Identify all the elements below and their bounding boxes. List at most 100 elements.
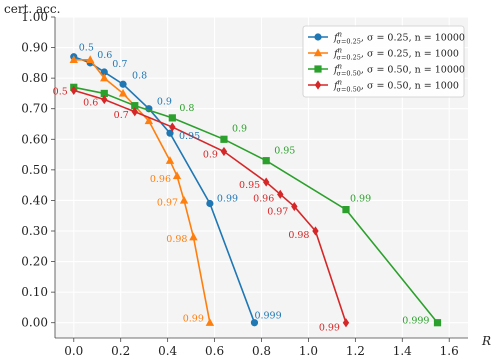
legend-label-sub: σ=0.50 (337, 86, 361, 94)
x-tick-label: 0.2 (111, 344, 130, 358)
data-point (206, 199, 214, 208)
data-point (85, 55, 95, 63)
data-point (118, 88, 128, 97)
series-2 (69, 55, 215, 326)
legend-marker (313, 48, 323, 57)
legend-label-sup: n (338, 31, 343, 39)
legend-marker (314, 80, 322, 90)
y-tick-label: 0.70 (21, 102, 48, 116)
point-label: 0.99 (350, 194, 371, 205)
data-point (101, 94, 108, 105)
legend-label-rest: , σ = 0.25, n = 10000 (361, 33, 465, 44)
point-label: 0.7 (112, 59, 127, 70)
data-point (100, 89, 108, 98)
legend-item-2: fn σ=0.25, σ = 0.25, n = 1000 (308, 47, 459, 62)
point-label: 0.6 (97, 50, 112, 61)
legend-label: fn σ=0.50, σ = 0.50, n = 10000 (333, 63, 465, 78)
data-point (144, 116, 154, 125)
y-tick-label: 0.90 (21, 41, 48, 55)
x-tick-label: 0.8 (252, 344, 271, 358)
y-tick-label: 0.30 (21, 224, 48, 238)
series-line (73, 86, 439, 324)
y-axis-title: cert. acc. (4, 2, 60, 16)
data-point (119, 80, 127, 88)
x-tick-label: 0.4 (158, 344, 177, 358)
legend-item-1: fn σ=0.25, σ = 0.25, n = 10000 (308, 31, 465, 46)
point-label: 0.95 (274, 146, 295, 157)
data-point (169, 122, 176, 132)
point-label: 0.98 (166, 234, 187, 245)
y-tick-label: 1.00 (21, 10, 48, 24)
series (69, 53, 442, 328)
legend-label-rest: , σ = 0.25, n = 1000 (361, 49, 459, 60)
legend-label-sub: σ=0.25 (337, 38, 361, 46)
legend-box (302, 25, 465, 98)
legend-label-sub: σ=0.25 (337, 54, 361, 62)
point-label: 0.99 (217, 193, 238, 204)
data-point (165, 156, 175, 164)
point-label: 0.9 (232, 123, 247, 134)
grid (55, 16, 468, 338)
legend-label-f: f (333, 65, 339, 76)
point-label: 0.8 (132, 70, 147, 81)
legend-label-sup: n (338, 47, 343, 55)
point-label: 0.96 (253, 193, 274, 204)
x-tick-label: 1.0 (299, 344, 318, 358)
point-label: 0.97 (157, 197, 178, 208)
y-tick-label: 0.80 (21, 71, 48, 85)
data-point (312, 226, 319, 236)
legend-label-sup: n (338, 63, 343, 71)
data-point (70, 85, 77, 95)
data-point (433, 319, 442, 327)
point-label: 0.7 (114, 110, 129, 121)
data-point (189, 232, 198, 241)
data-point (262, 177, 270, 187)
point-label: 0.98 (288, 230, 309, 241)
point-label: 0.99 (319, 323, 340, 334)
point-label: 0.999 (254, 311, 281, 322)
legend-label-f: f (333, 33, 339, 44)
series-3 (70, 83, 442, 327)
point-labels: 0.50.60.70.80.90.950.990.9990.960.970.98… (53, 43, 430, 334)
y-tick-label: 0.60 (21, 132, 48, 146)
data-point (262, 157, 270, 165)
data-point (100, 68, 108, 76)
data-point (220, 146, 228, 157)
data-point (205, 318, 215, 326)
data-point (342, 206, 350, 214)
x-tick-label: 0.6 (205, 344, 224, 358)
legend-label-f: f (333, 49, 339, 60)
data-point (277, 189, 284, 199)
data-point (179, 195, 189, 204)
data-point (168, 114, 176, 122)
legend-marker (314, 33, 322, 41)
x-tick-label: 1.6 (440, 344, 459, 358)
data-point (69, 55, 78, 63)
point-label: 0.9 (203, 150, 218, 161)
legend-label-rest: , σ = 0.50, n = 10000 (361, 65, 465, 76)
point-label: 0.96 (150, 174, 171, 185)
y-tick-label: 0.50 (21, 163, 48, 177)
x-tick-label: 0.0 (64, 344, 83, 358)
data-point (220, 135, 228, 143)
point-label: 0.6 (83, 98, 98, 109)
series-line (73, 89, 347, 323)
legend-label: fn σ=0.50, σ = 0.50, n = 1000 (333, 79, 459, 94)
point-label: 0.8 (179, 103, 194, 114)
data-point (166, 129, 174, 137)
point-label: 0.95 (179, 131, 200, 142)
legend-item-4: fn σ=0.50, σ = 0.50, n = 1000 (308, 79, 459, 94)
legend-label-sub: σ=0.50 (337, 70, 361, 78)
data-point (131, 107, 138, 117)
legend-label-rest: , σ = 0.50, n = 1000 (361, 81, 459, 92)
series-line (73, 58, 211, 323)
data-point (291, 201, 298, 212)
y-tick-label: 0.20 (21, 255, 48, 269)
legend-label-sup: n (338, 79, 343, 87)
data-point (172, 171, 182, 180)
legend-item-3: fn σ=0.50, σ = 0.50, n = 10000 (308, 63, 465, 78)
legend-label-f: f (333, 81, 339, 92)
legend-marker (314, 65, 322, 73)
